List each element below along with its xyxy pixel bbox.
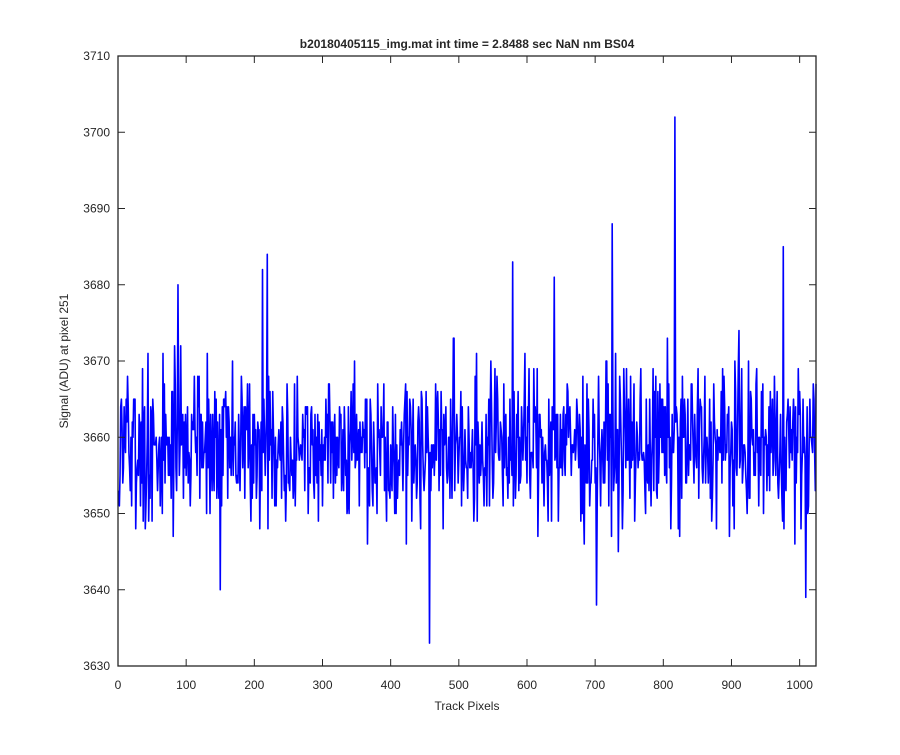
plot-background bbox=[118, 56, 816, 666]
y-tick-label: 3690 bbox=[83, 202, 110, 216]
x-tick-label: 200 bbox=[244, 678, 264, 692]
x-tick-label: 0 bbox=[115, 678, 122, 692]
y-tick-label: 3700 bbox=[83, 125, 110, 139]
x-tick-label: 1000 bbox=[786, 678, 813, 692]
x-tick-label: 500 bbox=[449, 678, 469, 692]
x-tick-label: 600 bbox=[517, 678, 537, 692]
chart-title: b20180405115_img.mat int time = 2.8488 s… bbox=[300, 37, 635, 51]
y-tick-label: 3650 bbox=[83, 507, 110, 521]
y-tick-label: 3660 bbox=[83, 430, 110, 444]
axes-layer: 0 100 200 300 400 500 600 700 800 900 1000 3630 3640… bbox=[83, 49, 816, 692]
y-tick-label: 3710 bbox=[83, 49, 110, 63]
plot-frame bbox=[117, 55, 817, 667]
x-tick-label: 300 bbox=[312, 678, 332, 692]
x-tick-label: 900 bbox=[721, 678, 741, 692]
y-tick-label: 3680 bbox=[83, 278, 110, 292]
y-tick-label: 3670 bbox=[83, 354, 110, 368]
series-line bbox=[117, 116, 817, 644]
x-tick-label: 400 bbox=[381, 678, 401, 692]
x-tick-label: 800 bbox=[653, 678, 673, 692]
data-layer bbox=[117, 116, 817, 644]
y-axis-label: Signal (ADU) at pixel 251 bbox=[57, 293, 71, 428]
x-tick-label: 100 bbox=[176, 678, 196, 692]
x-tick-label: 700 bbox=[585, 678, 605, 692]
y-tick-label: 3640 bbox=[83, 583, 110, 597]
y-tick-label: 3630 bbox=[83, 659, 110, 673]
x-axis-label: Track Pixels bbox=[435, 699, 500, 713]
